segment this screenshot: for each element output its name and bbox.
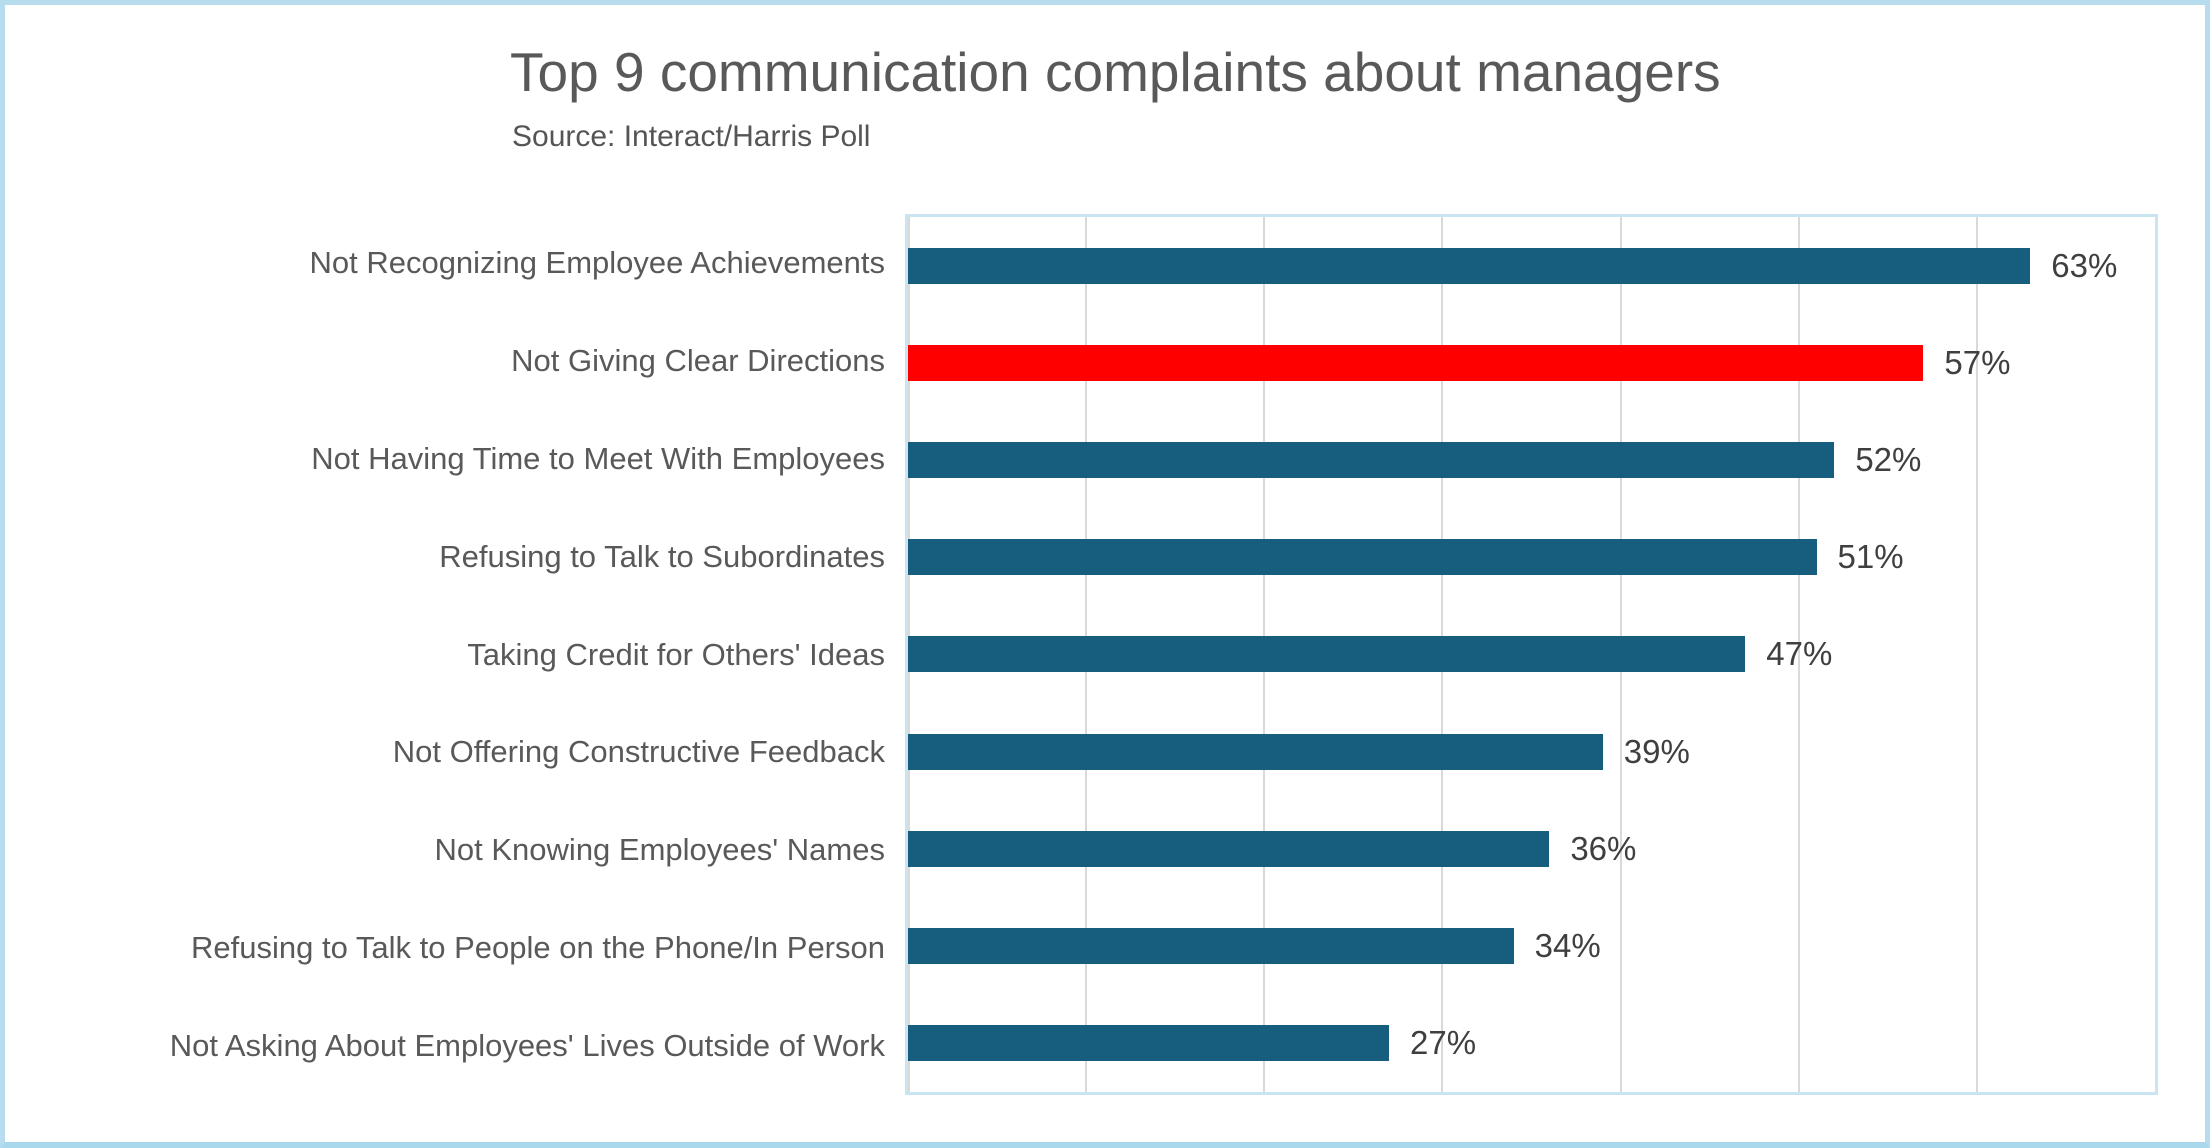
bar [908,247,2031,284]
category-row: Not Knowing Employees' Names [5,801,885,899]
category-row: Not Having Time to Meet With Employees [5,410,885,508]
category-label: Not Having Time to Meet With Employees [311,440,885,476]
category-label: Taking Credit for Others' Ideas [467,636,885,672]
bar-row: 52% [908,411,2155,508]
category-row: Taking Credit for Others' Ideas [5,606,885,704]
value-label: 39% [1623,732,1690,770]
gridline-50 [1797,217,1800,1092]
bar-row: 63% [908,217,2155,314]
bar-row: 47% [908,606,2155,703]
value-label: 51% [1837,538,1904,576]
value-label: 27% [1409,1024,1477,1062]
bar [908,442,1835,479]
value-label: 52% [1855,441,1922,479]
bar [908,928,1514,965]
value-label: 57% [1944,343,2011,381]
value-label: 63% [2051,246,2118,284]
chart-source-subtitle: Source: Interact/Harris Poll [512,120,871,153]
category-label: Not Offering Constructive Feedback [392,734,885,770]
category-row: Not Offering Constructive Feedback [5,703,885,801]
value-label: 47% [1766,635,1833,673]
bar-row: 51% [908,509,2155,606]
bar [908,733,1603,770]
bar [908,1025,1389,1062]
category-label: Refusing to Talk to Subordinates [439,538,885,574]
category-row: Refusing to Talk to Subordinates [5,508,885,606]
bar-row: 57% [908,314,2155,411]
bar-row: 39% [908,703,2155,800]
chart-title: Top 9 communication complaints about man… [510,41,1721,103]
category-row: Not Asking About Employees' Lives Outsid… [5,997,885,1095]
bar-series: 63% 57% 52% 51% 47% 39% 36% 34% 27% [908,217,2155,1092]
bar [908,539,1817,576]
plot-area: 63% 57% 52% 51% 47% 39% 36% 34% 27% [905,214,2158,1095]
category-label: Not Knowing Employees' Names [434,832,885,868]
gridline-60 [1975,217,1978,1092]
bar [908,830,1550,867]
category-label: Not Recognizing Employee Achievements [309,244,885,280]
category-label: Not Asking About Employees' Lives Outsid… [169,1028,885,1064]
value-label: 34% [1534,927,1601,965]
category-axis: Not Recognizing Employee Achievements Not… [5,214,885,1095]
category-row: Not Giving Clear Directions [5,312,885,410]
value-label: 36% [1570,829,1637,867]
category-label: Not Giving Clear Directions [511,342,885,378]
bar-row: 36% [908,800,2155,897]
bar-row: 27% [908,995,2155,1092]
category-label: Refusing to Talk to People on the Phone/… [191,930,885,966]
category-row: Refusing to Talk to People on the Phone/… [5,899,885,997]
bar-row: 34% [908,898,2155,995]
bar-highlighted [908,344,1924,381]
bar [908,636,1746,673]
category-row: Not Recognizing Employee Achievements [5,214,885,312]
